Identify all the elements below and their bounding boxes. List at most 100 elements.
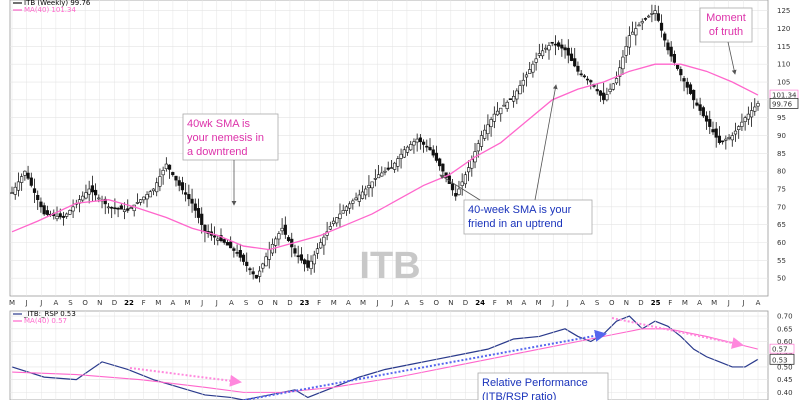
price-candle-body bbox=[216, 238, 220, 241]
price-candle-body bbox=[396, 158, 400, 167]
price-candle-body bbox=[672, 53, 676, 63]
price-candle-body bbox=[283, 224, 287, 235]
price-candle-body bbox=[13, 186, 17, 195]
x-tick-label: D bbox=[463, 299, 468, 307]
price-candle-body bbox=[135, 202, 140, 204]
price-candle-body bbox=[566, 47, 570, 56]
price-candle-body bbox=[383, 170, 387, 173]
price-candle-body bbox=[39, 201, 43, 208]
rs-arrow-down-recent bbox=[611, 317, 744, 349]
price-candle-body bbox=[148, 191, 152, 198]
x-tick-label: M bbox=[360, 299, 366, 307]
x-tick-label: 23 bbox=[300, 299, 310, 307]
price-candle-body bbox=[428, 147, 432, 151]
price-candle-body bbox=[492, 113, 496, 122]
price-candle-body bbox=[45, 210, 49, 215]
x-tick-label: J bbox=[741, 299, 744, 307]
x-tick-label: O bbox=[609, 299, 615, 307]
price-candle-body bbox=[547, 45, 551, 51]
price-candle-body bbox=[688, 84, 693, 94]
price-candle-body bbox=[380, 172, 384, 177]
callout-friend: 40-week SMA is your friend in an uptrend bbox=[463, 199, 593, 235]
legend-price-label: ITB (Weekly) 99.76 bbox=[24, 0, 91, 7]
x-tick-label: A bbox=[53, 299, 58, 307]
price-candle-body bbox=[277, 233, 281, 240]
price-candle-body bbox=[315, 248, 320, 254]
price-candle-body bbox=[508, 98, 513, 100]
price-candle-body bbox=[335, 217, 339, 224]
price-candle-body bbox=[560, 44, 564, 49]
price-candle-body bbox=[737, 126, 741, 130]
price-y-tick-label: 110 bbox=[777, 61, 790, 69]
price-y-tick-label: 85 bbox=[777, 150, 786, 158]
price-last-value: 99.76 bbox=[772, 100, 793, 108]
rs-arrow-down bbox=[129, 367, 242, 387]
x-tick-label: J bbox=[200, 299, 203, 307]
price-candle-body bbox=[740, 121, 744, 127]
price-candle-body bbox=[640, 21, 644, 24]
price-candle-body bbox=[727, 137, 731, 139]
price-candle-body bbox=[389, 167, 394, 169]
price-candle-body bbox=[630, 31, 635, 35]
price-candle-body bbox=[460, 181, 464, 186]
price-y-tick-label: 90 bbox=[777, 132, 786, 140]
callout-moment: Moment of truth bbox=[699, 7, 753, 43]
price-candle-body bbox=[145, 194, 149, 200]
price-candle-body bbox=[296, 255, 300, 258]
price-candle-body bbox=[708, 119, 712, 127]
rs-y-tick-label: 0.65 bbox=[777, 325, 793, 333]
price-candle-body bbox=[447, 175, 451, 184]
price-candle-body bbox=[193, 203, 197, 211]
price-candle-body bbox=[331, 220, 336, 224]
price-candle-body bbox=[222, 239, 226, 243]
price-candle-body bbox=[177, 180, 181, 186]
price-candle-body bbox=[81, 195, 85, 201]
price-candle-body bbox=[280, 227, 284, 232]
price-candle-body bbox=[351, 200, 355, 204]
x-tick-label: J bbox=[566, 299, 569, 307]
price-y-tick-label: 65 bbox=[777, 221, 786, 229]
price-candle-body bbox=[184, 192, 188, 195]
x-tick-label: D bbox=[638, 299, 643, 307]
price-candle-body bbox=[666, 42, 670, 51]
price-candle-body bbox=[32, 188, 37, 193]
price-candle-body bbox=[319, 242, 323, 249]
x-tick-label: A bbox=[229, 299, 234, 307]
price-candle-body bbox=[68, 210, 72, 215]
price-candle-body bbox=[669, 46, 673, 57]
price-candle-body bbox=[450, 183, 455, 191]
x-tick-label: F bbox=[668, 299, 672, 307]
price-candle-body bbox=[232, 248, 236, 251]
price-candle-body bbox=[454, 193, 458, 197]
x-tick-label: J bbox=[39, 299, 42, 307]
price-candle-body bbox=[524, 74, 529, 78]
price-candle-body bbox=[97, 197, 101, 200]
rs-ratio-line bbox=[11, 315, 759, 400]
price-candle-body bbox=[540, 50, 545, 57]
price-candle-body bbox=[663, 33, 667, 41]
price-candle-body bbox=[55, 216, 59, 220]
callout-nemesis-line: a downtrend bbox=[187, 146, 248, 158]
price-plot-area bbox=[9, 0, 769, 297]
relative-strength-panel: 0.400.450.500.550.600.650.70_ITB:_RSP 0.… bbox=[9, 310, 795, 400]
x-tick-label: J bbox=[215, 299, 218, 307]
price-candles bbox=[10, 4, 760, 283]
price-candle-body bbox=[676, 64, 680, 69]
price-candle-body bbox=[499, 107, 503, 115]
price-candle-body bbox=[595, 89, 599, 92]
x-tick-label: O bbox=[82, 299, 88, 307]
price-candle-body bbox=[116, 207, 120, 210]
price-candle-body bbox=[479, 135, 484, 147]
price-candle-body bbox=[528, 69, 532, 75]
rs-y-tick-label: 0.50 bbox=[777, 363, 793, 371]
price-candle-body bbox=[264, 256, 268, 267]
x-tick-label: F bbox=[317, 299, 321, 307]
price-candle-body bbox=[238, 249, 242, 258]
price-candle-body bbox=[158, 176, 162, 187]
price-candle-body bbox=[756, 103, 760, 107]
price-candle-body bbox=[733, 130, 738, 135]
price-candle-body bbox=[441, 163, 445, 172]
price-candle-body bbox=[512, 95, 516, 102]
price-candle-body bbox=[293, 248, 297, 254]
x-tick-label: N bbox=[624, 299, 629, 307]
